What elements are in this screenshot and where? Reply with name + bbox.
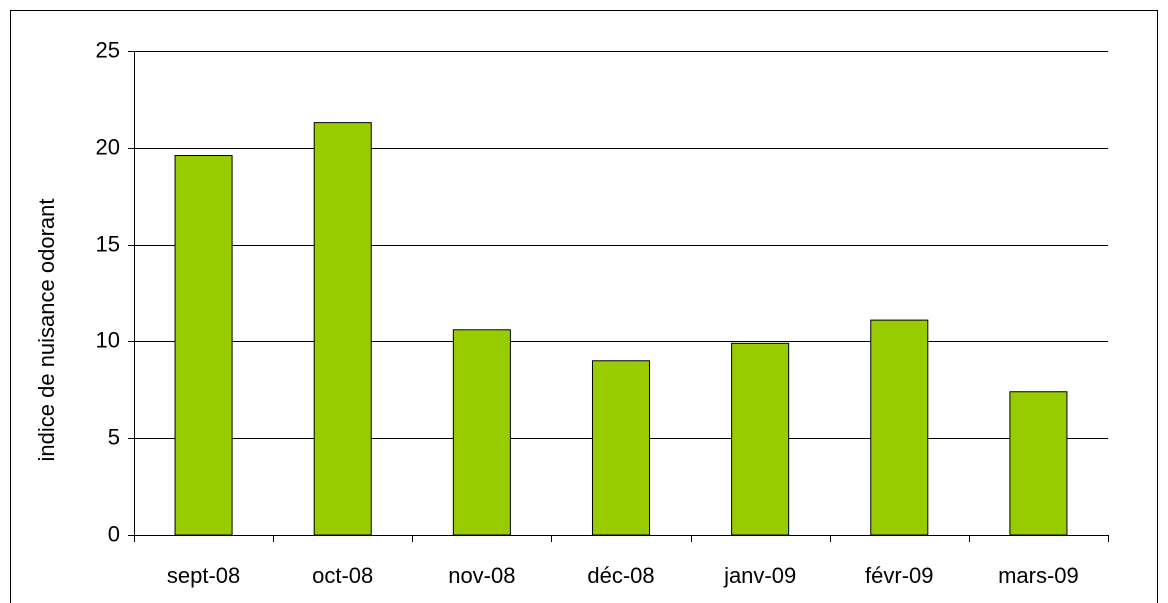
y-tick-label: 25 [96, 37, 120, 62]
x-tick-label: oct-08 [312, 563, 373, 588]
y-tick-label: 5 [108, 424, 120, 449]
bar [452, 329, 511, 536]
y-tick-label: 0 [108, 521, 120, 546]
bar [870, 319, 929, 536]
bar [731, 342, 790, 536]
y-tick-label: 15 [96, 231, 120, 256]
x-tick-label: déc-08 [587, 563, 654, 588]
y-axis-label: indice de nuisance odorant [34, 199, 59, 462]
x-tick-label: nov-08 [448, 563, 515, 588]
x-tick-label: sept-08 [167, 563, 240, 588]
y-tick-label: 20 [96, 134, 120, 159]
x-tick-label: janv-09 [723, 563, 796, 588]
bar [313, 122, 372, 536]
x-tick-label: mars-09 [998, 563, 1079, 588]
y-tick-label: 10 [96, 327, 120, 352]
bar [174, 155, 233, 536]
bar [1009, 391, 1068, 536]
bar [591, 360, 651, 536]
x-tick-label: févr-09 [865, 563, 933, 588]
